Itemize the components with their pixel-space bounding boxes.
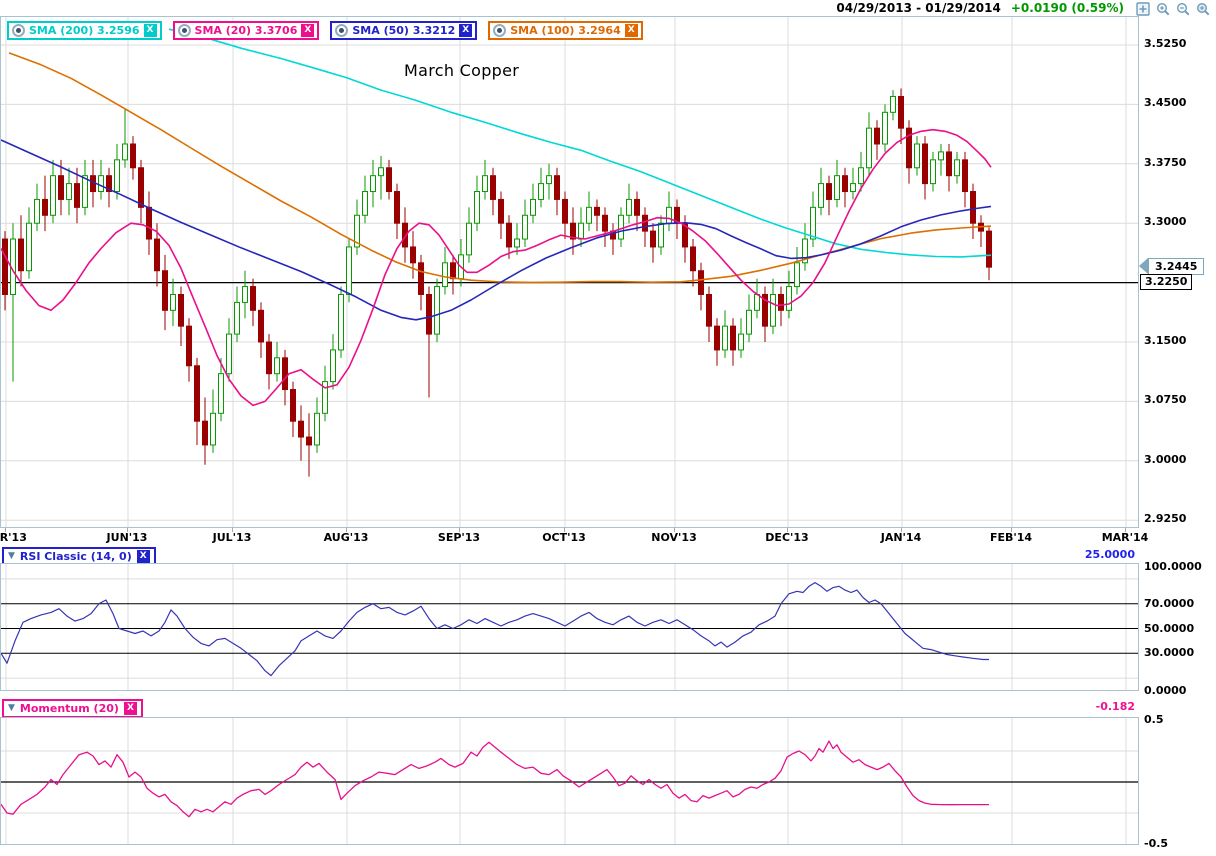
rsi-axis-label: 0.0000 bbox=[1144, 683, 1187, 697]
rsi-axis-label: 100.0000 bbox=[1144, 559, 1202, 573]
radio-icon[interactable] bbox=[335, 24, 349, 37]
price-axis-label: 3.0000 bbox=[1144, 452, 1187, 466]
month-tick bbox=[5, 528, 6, 532]
price-change: +0.0190 (0.59%) bbox=[1010, 1, 1124, 15]
rsi-axis-label: 30.0000 bbox=[1144, 646, 1195, 660]
price-axis-label: 3.5250 bbox=[1144, 37, 1187, 50]
price-chart-panel[interactable] bbox=[0, 16, 1139, 528]
rsi-label: RSI Classic (14, 0) bbox=[19, 550, 132, 563]
sma-20--line bbox=[1, 128, 992, 407]
rsi-canvas[interactable] bbox=[1, 564, 1138, 690]
rsi-current-value: 25.0000 bbox=[1084, 548, 1135, 561]
radio-icon[interactable] bbox=[177, 24, 191, 37]
rsi-axis-label: 70.0000 bbox=[1144, 596, 1195, 610]
close-icon[interactable]: X bbox=[624, 24, 638, 37]
month-label: SEP'13 bbox=[437, 531, 481, 544]
month-label: JAN'14 bbox=[880, 531, 922, 544]
rsi-panel[interactable] bbox=[0, 563, 1139, 691]
month-label: FEB'14 bbox=[989, 531, 1033, 544]
momentum-panel[interactable] bbox=[0, 717, 1139, 845]
price-axis-label: 3.1500 bbox=[1144, 334, 1187, 347]
momentum-axis-label: -0.5 bbox=[1144, 837, 1169, 850]
close-icon[interactable]: X bbox=[459, 24, 473, 37]
sma-50-badge[interactable]: SMA (50) 3.3212 X bbox=[330, 21, 478, 40]
price-axis-label: 3.3000 bbox=[1144, 215, 1187, 229]
price-axis-label: 3.0750 bbox=[1144, 393, 1187, 407]
month-tick bbox=[232, 528, 233, 532]
month-label: OCT'13 bbox=[542, 531, 586, 544]
collapse-icon[interactable]: ▼ bbox=[8, 703, 15, 713]
sma-50--line bbox=[1, 139, 992, 321]
zoom-full-icon[interactable] bbox=[1195, 1, 1212, 18]
price-arrow-icon bbox=[1139, 258, 1148, 275]
price-axis-label: 2.9250 bbox=[1144, 512, 1187, 526]
month-label: NOV'13 bbox=[651, 531, 697, 544]
month-tick bbox=[346, 528, 347, 532]
month-label: JUN'13 bbox=[106, 531, 148, 544]
close-icon[interactable]: X bbox=[136, 550, 150, 563]
chart-toolbar bbox=[1135, 1, 1212, 18]
support-price-label: 3.2250 bbox=[1140, 273, 1193, 290]
sma-200-label: SMA (200) 3.2596 bbox=[29, 24, 140, 37]
month-label: APR'13 bbox=[0, 531, 27, 544]
radio-icon[interactable] bbox=[493, 24, 507, 37]
price-chart-canvas[interactable] bbox=[1, 17, 1138, 527]
month-tick bbox=[674, 528, 675, 532]
close-icon[interactable]: X bbox=[143, 24, 157, 37]
month-tick bbox=[564, 528, 565, 532]
sma-20-badge[interactable]: SMA (20) 3.3706 X bbox=[172, 21, 320, 40]
overlay-legend: SMA (200) 3.2596 X SMA (20) 3.3706 X SMA… bbox=[7, 21, 643, 40]
header-info: 04/29/2013 - 01/29/2014 +0.0190 (0.59%) bbox=[836, 1, 1124, 15]
price-axis-label: 3.4500 bbox=[1144, 96, 1187, 110]
candlestick-series bbox=[2, 88, 992, 477]
rsi-indicator-badge[interactable]: ▼ RSI Classic (14, 0) X bbox=[2, 547, 156, 566]
close-icon[interactable]: X bbox=[123, 702, 137, 715]
last-price-label: 3.2445 bbox=[1148, 257, 1205, 275]
month-label: JUL'13 bbox=[212, 531, 252, 544]
rsi-axis-label: 50.0000 bbox=[1144, 621, 1195, 635]
sma-50-label: SMA (50) 3.3212 bbox=[352, 24, 456, 37]
month-tick bbox=[1125, 528, 1126, 532]
momentum-current-value: -0.182 bbox=[1095, 700, 1135, 713]
momentum-axis-label: 0.5 bbox=[1144, 713, 1164, 726]
month-label: MAR'14 bbox=[1101, 531, 1149, 544]
close-icon[interactable]: X bbox=[301, 24, 315, 37]
month-tick bbox=[459, 528, 460, 532]
month-tick bbox=[787, 528, 788, 532]
momentum-line bbox=[1, 740, 989, 818]
date-range: 04/29/2013 - 01/29/2014 bbox=[836, 1, 1001, 15]
last-price-tag: 3.2445 bbox=[1139, 257, 1205, 275]
zoom-out-icon[interactable] bbox=[1175, 1, 1192, 18]
collapse-icon[interactable]: ▼ bbox=[8, 551, 15, 561]
sma-100-label: SMA (100) 3.2964 bbox=[510, 24, 621, 37]
sma-20-label: SMA (20) 3.3706 bbox=[194, 24, 298, 37]
sma-200--line bbox=[168, 28, 992, 258]
radio-icon[interactable] bbox=[12, 24, 25, 37]
month-label: AUG'13 bbox=[323, 531, 369, 544]
momentum-indicator-badge[interactable]: ▼ Momentum (20) X bbox=[2, 699, 143, 718]
month-label: DEC'13 bbox=[765, 531, 809, 544]
chart-title: March Copper bbox=[404, 61, 520, 80]
momentum-label: Momentum (20) bbox=[19, 702, 119, 715]
momentum-canvas[interactable] bbox=[1, 718, 1138, 844]
sma-100-badge[interactable]: SMA (100) 3.2964 X bbox=[488, 21, 643, 40]
sma-200-badge[interactable]: SMA (200) 3.2596 X bbox=[7, 21, 162, 40]
zoom-in-icon[interactable] bbox=[1155, 1, 1172, 18]
month-tick bbox=[1011, 528, 1012, 532]
fit-chart-icon[interactable] bbox=[1135, 1, 1152, 18]
month-tick bbox=[127, 528, 128, 532]
rsi-line bbox=[1, 582, 989, 677]
price-axis-label: 3.3750 bbox=[1144, 155, 1187, 169]
month-tick bbox=[901, 528, 902, 532]
